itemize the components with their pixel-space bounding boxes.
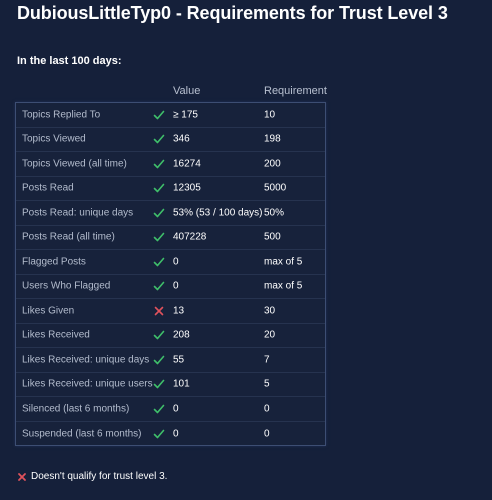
row-label: Topics Replied To: [22, 109, 101, 121]
check-icon: [153, 404, 165, 414]
check-icon: [152, 279, 166, 293]
row-requirement: max of 5: [264, 280, 303, 292]
check-icon: [153, 355, 165, 365]
row-value: ≥ 175: [173, 109, 198, 121]
row-label: Likes Received: unique users: [22, 378, 153, 390]
period-label: In the last 100 days:: [17, 55, 122, 67]
table-row: Likes Received: unique users 101 5: [16, 373, 325, 397]
row-label: Posts Read: unique days: [22, 207, 134, 219]
row-label: Likes Received: [22, 329, 90, 341]
check-icon: [153, 159, 165, 169]
row-label: Silenced (last 6 months): [22, 403, 130, 415]
row-requirement: 10: [264, 109, 276, 121]
row-value: 16274: [173, 158, 201, 170]
row-requirement: max of 5: [264, 256, 303, 268]
check-icon: [153, 257, 165, 267]
table-row: Flagged Posts 0 max of 5: [16, 250, 325, 275]
check-icon: [152, 353, 166, 367]
table-row: Topics Replied To ≥ 175 10: [16, 103, 325, 128]
table-row: Suspended (last 6 months) 0 0: [16, 422, 325, 447]
check-icon: [152, 427, 166, 441]
row-label: Suspended (last 6 months): [22, 428, 142, 440]
row-label: Users Who Flagged: [22, 280, 111, 292]
check-icon: [152, 328, 166, 342]
table-row: Likes Received: unique days 55 7: [16, 348, 325, 373]
table-row: Posts Read (all time) 407228 500: [16, 226, 325, 250]
row-value: 12305: [173, 182, 201, 194]
check-icon: [152, 108, 166, 122]
row-value: 0: [173, 256, 179, 268]
table-row: Topics Viewed 346 198: [16, 128, 325, 152]
cross-icon: [17, 472, 27, 482]
table-row: Topics Viewed (all time) 16274 200: [16, 152, 325, 177]
row-value: 13: [173, 305, 185, 317]
cross-icon: [152, 304, 166, 318]
check-icon: [152, 377, 166, 391]
table-row: Posts Read 12305 5000: [16, 177, 325, 201]
check-icon: [152, 157, 166, 171]
row-label: Likes Received: unique days: [22, 354, 150, 366]
check-icon: [152, 132, 166, 146]
check-icon: [153, 429, 165, 439]
check-icon: [153, 110, 165, 120]
requirements-table: Topics Replied To ≥ 175 10 Topics Viewed…: [15, 102, 326, 446]
row-requirement: 20: [264, 329, 276, 341]
row-requirement: 5: [264, 378, 270, 390]
row-value: 0: [173, 403, 179, 415]
check-icon: [153, 208, 165, 218]
row-value: 0: [173, 428, 179, 440]
row-label: Flagged Posts: [22, 256, 86, 268]
row-requirement: 0: [264, 403, 270, 415]
page-title: DubiousLittleTyp0 - Requirements for Tru…: [17, 3, 448, 23]
row-requirement: 7: [264, 354, 270, 366]
check-icon: [152, 181, 166, 195]
row-label: Topics Viewed (all time): [22, 158, 127, 170]
check-icon: [152, 402, 166, 416]
row-value: 101: [173, 378, 190, 390]
cross-icon: [154, 306, 164, 316]
table-row: Likes Received 208 20: [16, 324, 325, 348]
table-row: Silenced (last 6 months) 0 0: [16, 397, 325, 422]
row-label: Posts Read: [22, 182, 74, 194]
row-value: 407228: [173, 231, 207, 243]
check-icon: [152, 255, 166, 269]
check-icon: [153, 232, 165, 242]
table-row: Likes Given 13 30: [16, 299, 325, 324]
row-value: 0: [173, 280, 179, 292]
row-requirement: 30: [264, 305, 276, 317]
check-icon: [153, 134, 165, 144]
check-icon: [152, 206, 166, 220]
table-row: Users Who Flagged 0 max of 5: [16, 275, 325, 299]
row-value: 53% (53 / 100 days): [173, 207, 263, 219]
row-requirement: 500: [264, 231, 281, 243]
row-requirement: 50%: [264, 207, 285, 219]
row-value: 208: [173, 329, 190, 341]
check-icon: [153, 183, 165, 193]
row-requirement: 198: [264, 133, 281, 145]
check-icon: [152, 230, 166, 244]
check-icon: [153, 330, 165, 340]
row-requirement: 5000: [264, 182, 287, 194]
row-label: Likes Given: [22, 305, 75, 317]
column-header-requirement: Requirement: [264, 85, 327, 97]
row-value: 55: [173, 354, 185, 366]
row-value: 346: [173, 133, 190, 145]
table-row: Posts Read: unique days 53% (53 / 100 da…: [16, 201, 325, 226]
check-icon: [153, 379, 165, 389]
verdict-text: Doesn't qualify for trust level 3.: [31, 471, 168, 482]
row-requirement: 0: [264, 428, 270, 440]
check-icon: [153, 281, 165, 291]
row-requirement: 200: [264, 158, 281, 170]
column-header-value: Value: [173, 85, 201, 97]
row-label: Topics Viewed: [22, 133, 86, 145]
row-label: Posts Read (all time): [22, 231, 115, 243]
trust-level-verdict: Doesn't qualify for trust level 3.: [17, 471, 167, 482]
